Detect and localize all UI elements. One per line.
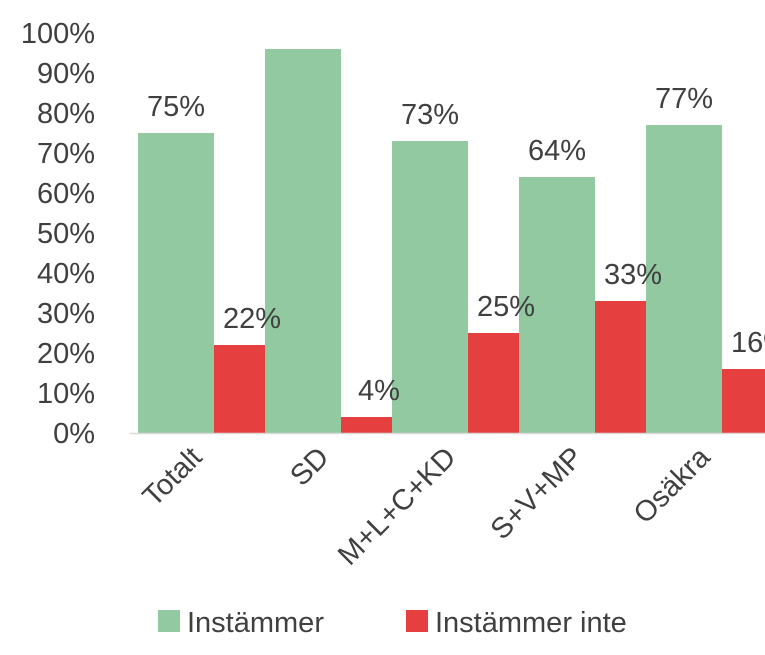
y-tick-label: 10% bbox=[37, 378, 95, 410]
bar-instammer bbox=[392, 141, 468, 433]
y-tick-label: 90% bbox=[37, 58, 95, 90]
y-tick-label: 100% bbox=[21, 18, 95, 50]
y-axis: 0% 10% 20% 30% 40% 50% 60% 70% 80% 90% 100% bbox=[21, 18, 95, 450]
y-tick-label: 40% bbox=[37, 258, 95, 290]
y-tick-label: 70% bbox=[37, 138, 95, 170]
bar-instammer bbox=[646, 125, 722, 433]
x-category-label: S+V+MP bbox=[485, 441, 590, 546]
y-tick-label: 0% bbox=[53, 418, 95, 450]
legend-label: Instämmer inte bbox=[435, 607, 627, 639]
y-tick-label: 20% bbox=[37, 338, 95, 370]
bar-instammer bbox=[519, 177, 595, 433]
data-label: 22% bbox=[223, 303, 281, 335]
bar-instammer bbox=[265, 49, 341, 433]
y-tick-label: 30% bbox=[37, 298, 95, 330]
y-tick-label: 80% bbox=[37, 98, 95, 130]
data-label: 33% bbox=[604, 259, 662, 291]
x-category-label: M+L+C+KD bbox=[332, 441, 462, 571]
data-labels: 75% 22% 4% 73% 25% 64% 33% 77% 16% bbox=[147, 83, 765, 407]
x-axis: Totalt SDM+L+C+KD S+V+MP Osäkra bbox=[137, 441, 717, 572]
x-category-label: Totalt bbox=[137, 441, 209, 513]
data-label: 77% bbox=[655, 83, 713, 115]
bar-instammer-inte bbox=[722, 369, 765, 433]
legend-label: Instämmer bbox=[187, 607, 324, 639]
legend: Instämmer Instämmer inte bbox=[158, 607, 627, 639]
y-tick-label: 60% bbox=[37, 178, 95, 210]
data-label: 75% bbox=[147, 91, 205, 123]
y-tick-label: 50% bbox=[37, 218, 95, 250]
x-category-label: Osäkra bbox=[628, 441, 717, 530]
data-label: 4% bbox=[358, 375, 400, 407]
data-label: 64% bbox=[528, 135, 586, 167]
legend-swatch bbox=[406, 610, 428, 632]
legend-swatch bbox=[158, 610, 180, 632]
x-category-label: SD bbox=[284, 441, 335, 492]
bars bbox=[138, 49, 765, 433]
data-label: 25% bbox=[477, 291, 535, 323]
data-label: 73% bbox=[401, 99, 459, 131]
data-label: 16% bbox=[731, 327, 765, 359]
bar-instammer bbox=[138, 133, 214, 433]
